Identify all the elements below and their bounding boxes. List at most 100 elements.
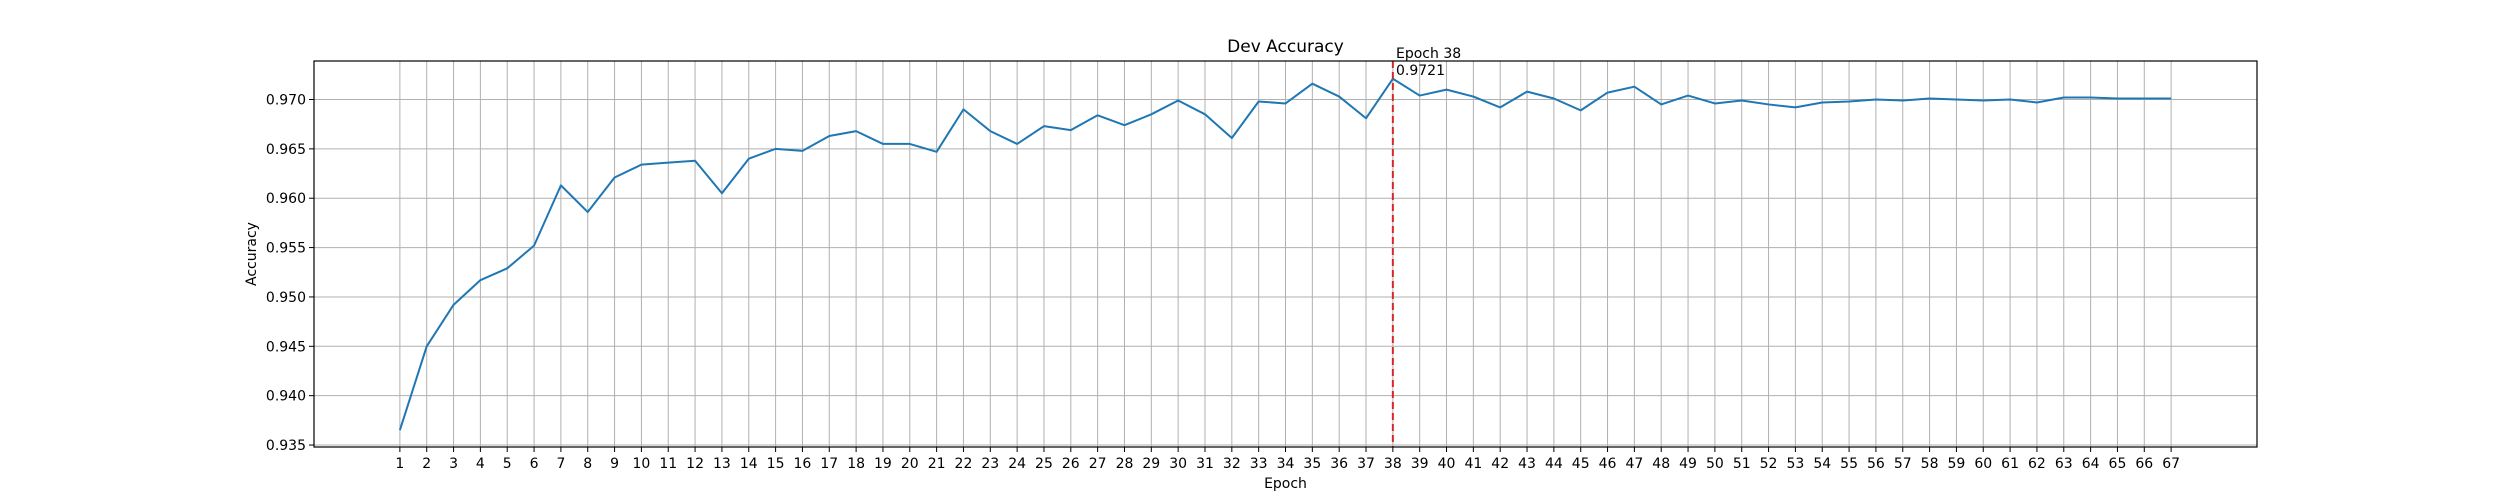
accuracy-data-point xyxy=(855,130,857,132)
x-tick-label: 60 xyxy=(1974,456,1992,472)
accuracy-data-point xyxy=(614,176,616,178)
x-tick-label: 62 xyxy=(2028,456,2046,472)
x-tick-label: 16 xyxy=(794,456,812,472)
accuracy-data-point xyxy=(1687,95,1689,97)
accuracy-data-point xyxy=(1768,103,1770,105)
x-tick-label: 24 xyxy=(1008,456,1026,472)
x-tick-label: 65 xyxy=(2109,456,2127,472)
x-tick-label: 58 xyxy=(1921,456,1939,472)
x-tick-label: 19 xyxy=(874,456,892,472)
x-tick-label: 25 xyxy=(1035,456,1053,472)
accuracy-data-point xyxy=(2170,98,2172,100)
accuracy-data-point xyxy=(2116,98,2118,100)
accuracy-data-point xyxy=(1929,98,1931,100)
accuracy-data-point xyxy=(1848,100,1850,102)
y-tick-label: 0.950 xyxy=(266,290,306,306)
accuracy-data-point xyxy=(1553,98,1555,100)
x-tick-label: 23 xyxy=(981,456,999,472)
accuracy-data-point xyxy=(2143,98,2145,100)
accuracy-data-point xyxy=(1660,103,1662,105)
accuracy-data-point xyxy=(1311,83,1313,85)
accuracy-data-point xyxy=(962,108,964,110)
x-tick-label: 28 xyxy=(1116,456,1134,472)
x-tick-label: 51 xyxy=(1733,456,1751,472)
accuracy-data-point xyxy=(1982,99,1984,101)
x-tick-label: 4 xyxy=(476,456,485,472)
best-value-annotation: 0.9721 xyxy=(1396,63,1445,79)
x-tick-label: 1 xyxy=(395,456,404,472)
accuracy-series-line xyxy=(398,77,2172,431)
y-axis-label: Accuracy xyxy=(244,222,260,286)
x-tick-label: 36 xyxy=(1330,456,1348,472)
x-tick-label: 59 xyxy=(1948,456,1966,472)
y-tick-label: 0.945 xyxy=(266,339,306,355)
x-tick-label: 47 xyxy=(1625,456,1643,472)
x-tick-label: 27 xyxy=(1089,456,1107,472)
accuracy-data-point xyxy=(775,148,777,150)
x-tick-label: 15 xyxy=(767,456,785,472)
accuracy-data-point xyxy=(399,429,401,431)
accuracy-data-point xyxy=(1499,106,1501,108)
best-epoch-annotation: Epoch 38 xyxy=(1396,46,1461,62)
accuracy-data-point xyxy=(1123,124,1125,126)
accuracy-data-point xyxy=(1285,102,1287,104)
accuracy-data-point xyxy=(640,164,642,166)
accuracy-data-point xyxy=(1741,99,1743,101)
x-tick-label: 10 xyxy=(632,456,650,472)
x-tick-label: 18 xyxy=(847,456,865,472)
accuracy-data-point xyxy=(2090,97,2092,99)
accuracy-data-point xyxy=(1177,99,1179,101)
accuracy-data-point xyxy=(1097,114,1099,116)
x-tick-label: 29 xyxy=(1142,456,1160,472)
accuracy-data-point xyxy=(1633,86,1635,88)
accuracy-data-point xyxy=(1580,109,1582,111)
accuracy-data-point xyxy=(2036,101,2038,103)
x-tick-label: 46 xyxy=(1599,456,1617,472)
accuracy-data-point xyxy=(1902,99,1904,101)
accuracy-data-point xyxy=(506,267,508,269)
accuracy-data-point xyxy=(1070,129,1072,131)
accuracy-data-point xyxy=(587,211,589,213)
x-tick-label: 30 xyxy=(1169,456,1187,472)
x-tick-label: 32 xyxy=(1223,456,1241,472)
x-tick-label: 43 xyxy=(1518,456,1536,472)
x-tick-label: 64 xyxy=(2082,456,2100,472)
x-tick-label: 17 xyxy=(820,456,838,472)
x-tick-label: 49 xyxy=(1679,456,1697,472)
x-tick-label: 5 xyxy=(503,456,512,472)
accuracy-data-point xyxy=(2063,97,2065,99)
x-tick-label: 2 xyxy=(422,456,431,472)
accuracy-data-point xyxy=(1955,99,1957,101)
accuracy-data-point xyxy=(936,151,938,153)
x-tick-label: 40 xyxy=(1438,456,1456,472)
y-tick-label: 0.955 xyxy=(266,241,306,257)
accuracy-data-point xyxy=(1794,106,1796,108)
x-tick-label: 35 xyxy=(1303,456,1321,472)
accuracy-data-point xyxy=(1472,96,1474,98)
accuracy-data-point xyxy=(989,130,991,132)
accuracy-data-point xyxy=(667,162,669,164)
accuracy-data-point xyxy=(560,184,562,186)
x-tick-label: 26 xyxy=(1062,456,1080,472)
accuracy-data-point xyxy=(533,245,535,247)
x-tick-label: 12 xyxy=(686,456,704,472)
x-tick-label: 9 xyxy=(610,456,619,472)
x-tick-label: 13 xyxy=(713,456,731,472)
y-tick-label: 0.935 xyxy=(266,438,306,454)
accuracy-data-point xyxy=(1016,143,1018,145)
x-tick-label: 37 xyxy=(1357,456,1375,472)
accuracy-data-point xyxy=(1258,100,1260,102)
grid-layer xyxy=(314,61,2257,447)
y-tick-label: 0.940 xyxy=(266,389,306,405)
accuracy-data-point xyxy=(1526,91,1528,93)
accuracy-data-point xyxy=(426,345,428,347)
accuracy-data-point xyxy=(694,160,696,162)
x-tick-label: 53 xyxy=(1786,456,1804,472)
accuracy-data-point xyxy=(2009,99,2011,101)
x-tick-label: 3 xyxy=(449,456,458,472)
plot-frame xyxy=(313,60,2258,448)
x-tick-label: 42 xyxy=(1491,456,1509,472)
x-tick-label: 7 xyxy=(556,456,565,472)
